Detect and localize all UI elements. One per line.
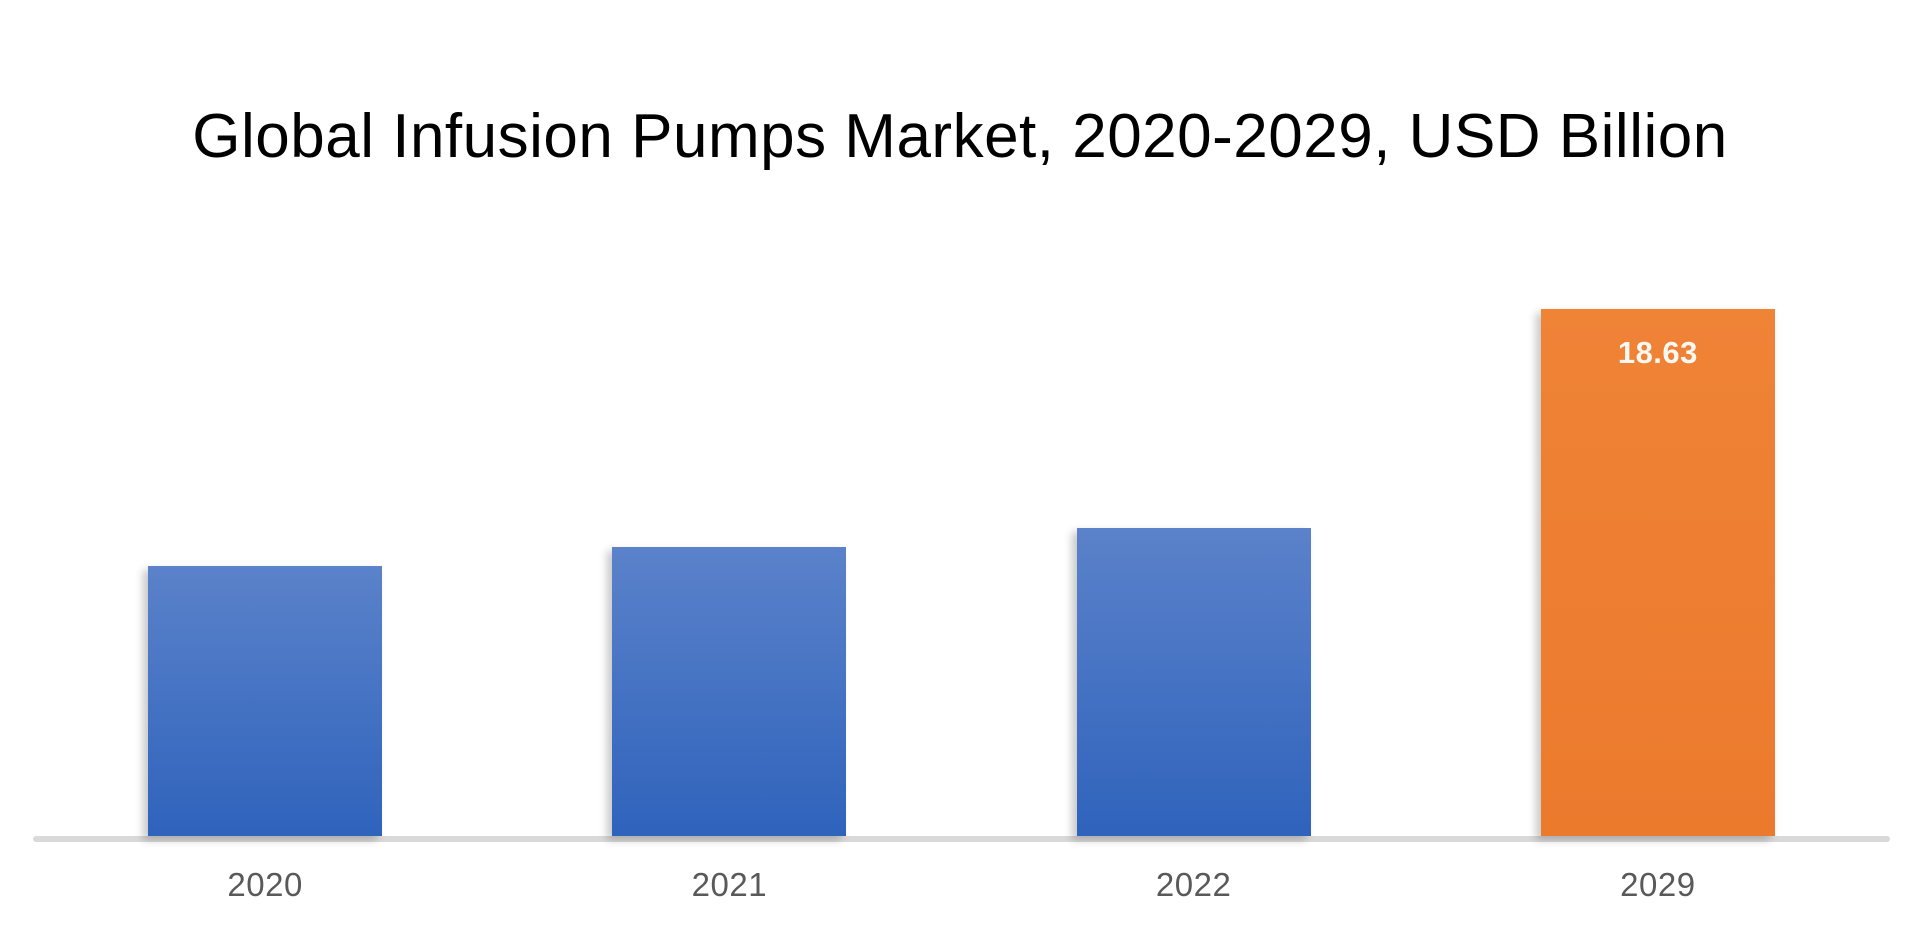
bar-group-2022 — [962, 270, 1426, 836]
tick-label-2029: 2029 — [1620, 866, 1696, 903]
x-axis-line — [33, 836, 1890, 842]
chart-title: Global Infusion Pumps Market, 2020-2029,… — [192, 102, 1728, 171]
x-axis-tick-labels: 2020 2021 2022 2029 — [33, 866, 1890, 904]
bar-2021[interactable] — [612, 547, 847, 836]
bar-2022[interactable] — [1076, 528, 1311, 836]
plot-area: 18.63 — [33, 270, 1890, 836]
bar-group-2029: 18.63 — [1426, 270, 1890, 836]
tick-label-2020: 2020 — [227, 866, 303, 903]
tick-label-2022: 2022 — [1155, 866, 1232, 903]
bar-group-2020 — [33, 270, 497, 836]
bar-value-label-2029: 18.63 — [1617, 334, 1698, 370]
tick-label-2021: 2021 — [691, 866, 768, 903]
bar-2029[interactable]: 18.63 — [1540, 308, 1775, 836]
bar-2020[interactable] — [148, 566, 383, 836]
bar-group-2021 — [497, 270, 961, 836]
